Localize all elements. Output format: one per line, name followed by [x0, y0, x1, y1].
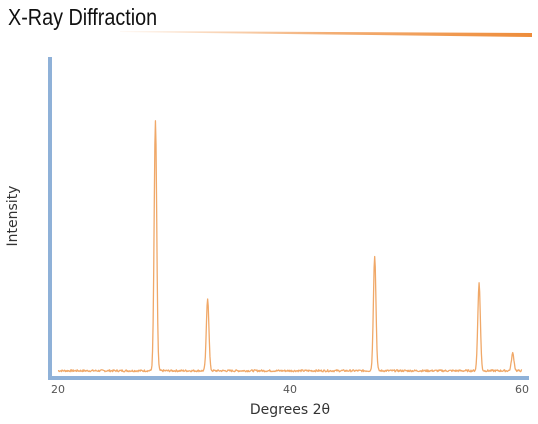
plot-area: 20 40 60 [48, 57, 529, 396]
y-axis-label: Intensity [5, 186, 21, 247]
x-tick-label-60: 60 [515, 383, 529, 396]
x-axis-label: Degrees 2θ [250, 402, 330, 418]
y-axis-line [48, 57, 52, 379]
x-tick-label-40: 40 [283, 383, 297, 396]
chart-title: X-Ray Diffraction [8, 4, 158, 30]
x-tick-label-20: 20 [51, 383, 65, 396]
diffraction-line [57, 120, 523, 373]
x-axis-line [48, 376, 529, 380]
title-underline [120, 31, 532, 37]
